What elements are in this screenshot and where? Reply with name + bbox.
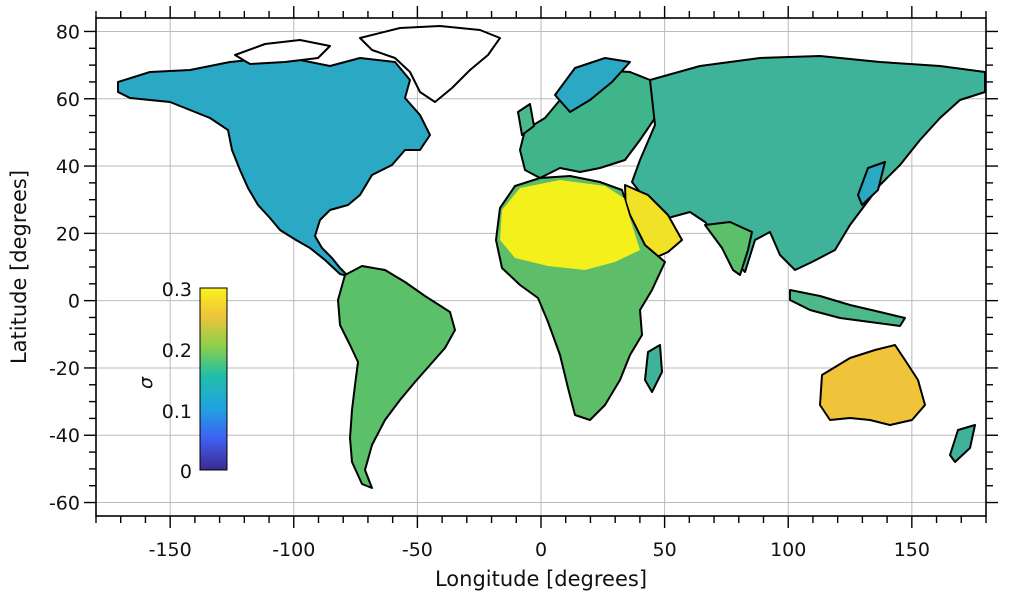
y-tick-label: 20 [56,223,80,245]
india [704,221,753,276]
y-tick-label: 40 [56,156,80,178]
canadian-archipelago [234,39,331,65]
x-tick-label: -50 [402,539,433,561]
australia [819,344,926,426]
colorbar: 0 0.1 0.2 0.3 σ [135,279,228,483]
x-tick-label: 0 [535,539,547,561]
y-tick-label: -60 [49,493,80,515]
colorbar-label: σ [135,376,157,389]
south-america [337,265,456,489]
y-axis-title: Latitude [degrees] [7,170,31,364]
x-tick-label: 100 [770,539,806,561]
colorbar-tick-label: 0.3 [162,279,192,301]
land-layer [117,25,986,489]
land-texture [96,18,986,516]
y-tick-label: -20 [49,358,80,380]
axis-ticks: -150 -100 -50 0 50 100 150 -60 -40 -20 0 20 40 60 80 [49,6,998,561]
greenland [359,25,501,103]
y-tick-label: -40 [49,425,80,447]
north-america [117,57,431,277]
new-zealand [949,424,976,463]
colorbar-gradient [199,287,228,471]
y-tick-label: 80 [56,21,80,43]
colorbar-tick-label: 0.1 [162,401,192,423]
x-tick-label: -150 [149,539,192,561]
indonesia [789,289,906,327]
colorbar-tick-label: 0.2 [162,340,192,362]
great-britain [517,103,535,136]
madagascar [644,344,663,393]
x-axis-title: Longitude [degrees] [435,567,647,591]
japan [857,161,886,206]
sahara-desert [500,180,640,270]
x-tick-label: 150 [894,539,930,561]
colorbar-tick-label: 0 [180,461,192,483]
x-tick-label: 50 [653,539,677,561]
asia [631,55,986,273]
y-tick-label: 60 [56,89,80,111]
x-tick-label: -100 [272,539,315,561]
y-tick-label: 0 [68,291,80,313]
scandinavia [554,57,631,113]
